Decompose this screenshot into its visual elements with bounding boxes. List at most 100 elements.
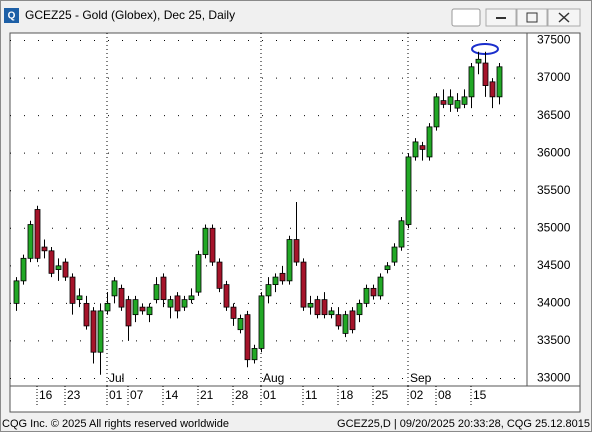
window-title: GCEZ25 - Gold (Globex), Dec 25, Daily <box>25 8 235 22</box>
footer-left: CQG Inc. © 2025 All rights reserved worl… <box>2 418 229 430</box>
x-tick-label: 16 <box>39 388 53 402</box>
y-tick-label: 34000 <box>537 296 571 310</box>
candle-body <box>209 227 216 263</box>
candle-body <box>454 100 461 109</box>
candle-body <box>377 276 384 297</box>
app-icon <box>4 8 19 23</box>
app-icon-letter: Q <box>8 11 16 22</box>
close-glyph <box>558 12 570 23</box>
candle-body <box>69 276 76 304</box>
candle-body <box>398 220 405 248</box>
candle-body <box>293 239 300 263</box>
candle-body <box>90 310 97 353</box>
candle-body <box>76 295 83 301</box>
x-tick-label: 23 <box>67 388 81 402</box>
candle-body <box>468 66 475 98</box>
candle-body <box>20 257 27 282</box>
month-label: Sep <box>410 371 432 385</box>
candle-body <box>342 314 349 334</box>
x-tick-label: 01 <box>263 388 277 402</box>
candle-body <box>489 81 496 98</box>
candle-body <box>307 302 314 308</box>
candle-body <box>426 126 433 158</box>
candle-body <box>48 250 55 274</box>
candle-body <box>104 302 111 312</box>
month-label: Jul <box>109 371 124 385</box>
candle-body <box>139 306 146 312</box>
candle-body <box>461 96 468 105</box>
candle-body <box>440 100 447 105</box>
candle-body <box>475 58 482 64</box>
candle-body <box>83 302 90 327</box>
y-tick-label: 37500 <box>537 33 571 47</box>
candle-body <box>97 310 104 353</box>
x-tick-label: 08 <box>438 388 452 402</box>
candle-body <box>419 145 426 150</box>
candle-body <box>188 295 195 301</box>
candle-body <box>272 276 279 286</box>
candle-body <box>34 209 41 259</box>
candle-body <box>496 66 503 98</box>
candle-body <box>251 348 258 361</box>
candle-body <box>482 62 489 86</box>
candle-body <box>125 299 132 327</box>
candle-body <box>27 224 34 259</box>
x-tick-label: 18 <box>340 388 354 402</box>
y-tick-label: 33000 <box>537 371 571 385</box>
candle-body <box>202 227 209 255</box>
candle-body <box>237 318 244 331</box>
candle-body <box>356 302 363 316</box>
y-tick-label: 37000 <box>537 70 571 84</box>
candle-body <box>216 261 223 289</box>
candle-body <box>146 306 153 316</box>
candle-body <box>13 280 20 304</box>
candle-body <box>62 261 69 278</box>
maximize-button[interactable] <box>516 8 548 27</box>
candle-body <box>41 246 48 252</box>
link-button[interactable] <box>451 8 481 27</box>
candle-body <box>433 96 440 128</box>
candle-body <box>258 295 265 349</box>
candle-body <box>153 284 160 301</box>
y-tick-label: 35500 <box>537 183 571 197</box>
candle-body <box>370 287 377 297</box>
month-label: Aug <box>263 371 284 385</box>
x-tick-label: 25 <box>375 388 389 402</box>
y-tick-label: 34500 <box>537 258 571 272</box>
candle-body <box>223 284 230 308</box>
y-tick-label: 36500 <box>537 108 571 122</box>
candle-body <box>391 246 398 263</box>
candle-body <box>328 310 335 316</box>
candle-body <box>55 265 62 270</box>
x-tick-label: 02 <box>410 388 424 402</box>
x-tick-label: 07 <box>130 388 144 402</box>
candle-body <box>447 96 454 105</box>
candle-body <box>384 265 391 270</box>
candle-body <box>160 276 167 301</box>
x-tick-label: 15 <box>473 388 487 402</box>
candle-body <box>286 239 293 282</box>
x-tick-label: 21 <box>200 388 214 402</box>
candle-body <box>363 287 370 304</box>
candle-body <box>244 314 251 361</box>
y-tick-label: 36000 <box>537 145 571 159</box>
candle-body <box>279 272 286 282</box>
maximize-glyph <box>526 12 538 23</box>
x-tick-label: 11 <box>305 388 318 402</box>
candle-body <box>335 314 342 327</box>
candle-body <box>174 295 181 312</box>
x-tick-label: 14 <box>165 388 179 402</box>
candle-body <box>265 284 272 297</box>
window-buttons[interactable] <box>451 8 581 27</box>
candle-body <box>111 280 118 297</box>
candle-body <box>230 306 237 319</box>
candle-body <box>300 261 307 308</box>
candle-body <box>405 156 412 225</box>
candle-body <box>195 254 202 293</box>
candle-body <box>167 299 174 308</box>
candle-body <box>118 287 125 308</box>
candle-body <box>314 299 321 316</box>
candle-body <box>321 299 328 316</box>
